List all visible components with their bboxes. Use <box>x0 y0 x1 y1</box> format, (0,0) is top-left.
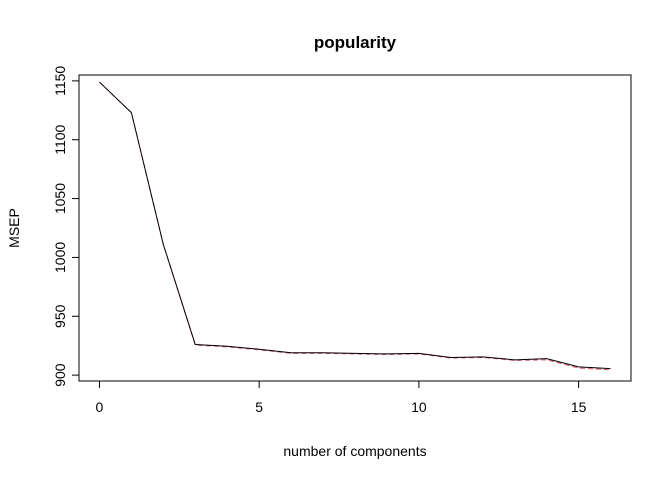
y-tick-label: 900 <box>52 363 68 387</box>
series-line-1 <box>99 81 611 370</box>
y-tick-label: 1100 <box>52 124 68 154</box>
x-tick-label: 5 <box>255 399 263 415</box>
y-axis: 900 950 1000 1050 1100 1150 <box>52 66 80 387</box>
chart-title: popularity <box>314 33 397 52</box>
y-tick-label: 1050 <box>52 183 68 214</box>
x-tick-label: 10 <box>411 399 427 415</box>
y-tick-label: 950 <box>52 304 68 328</box>
y-tick-label: 1150 <box>52 66 68 96</box>
series-line-2 <box>99 81 611 371</box>
x-axis-label: number of components <box>283 443 426 459</box>
plot-frame <box>78 74 632 382</box>
y-axis-label: MSEP <box>6 208 22 248</box>
x-tick-label: 15 <box>571 399 587 415</box>
series-layer <box>99 81 611 371</box>
x-axis: 0 5 10 15 <box>96 380 587 415</box>
y-tick-label: 1000 <box>52 242 68 273</box>
x-tick-label: 0 <box>96 399 104 415</box>
